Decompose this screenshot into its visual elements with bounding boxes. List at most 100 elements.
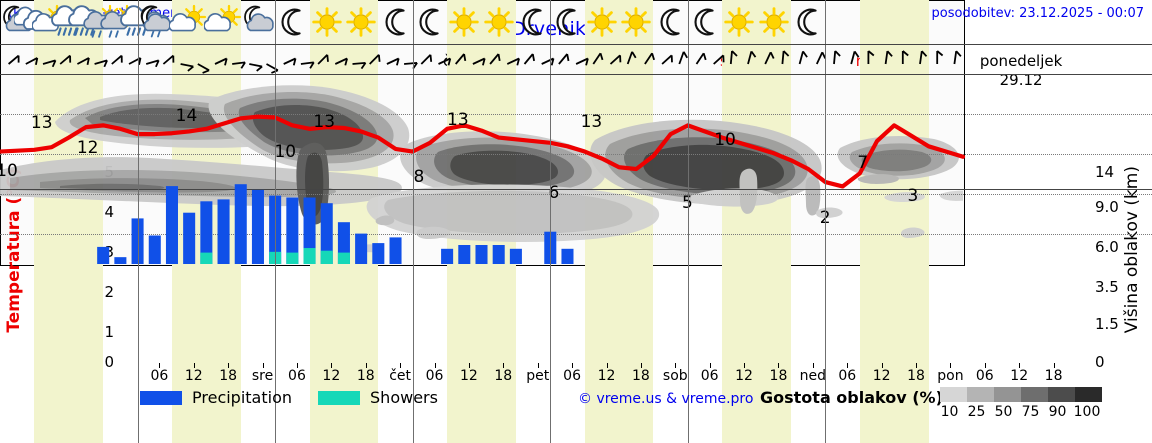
x-tick-label: 06 [563,368,582,384]
moon-icon [788,3,828,41]
x-tick-label: 18 [494,368,513,384]
cloud-density-level-label: 75 [1021,404,1040,420]
axis-tick-value: 14 [1095,163,1115,181]
weather-icon-band [0,0,1152,44]
x-tick-label: 18 [219,368,238,384]
axis-tick-value: 1.5 [1095,315,1119,333]
x-tick-mark [640,363,642,368]
x-tick-label: 18 [631,368,650,384]
wind-barb-band [0,44,1152,74]
temperature-value-label: 13 [580,112,603,132]
temperature-value-label: 5 [682,193,693,213]
temperature-value-label: 14 [175,106,198,126]
x-tick-label: 18 [356,368,375,384]
temperature-value-label: 13 [313,112,336,132]
x-tick-label: čet [389,368,412,384]
daylight-band [722,0,792,443]
sun-cloud-icon [203,3,244,41]
temperature-value-label: 8 [413,167,425,187]
x-tick-label: 06 [288,368,306,384]
x-tick-label: 06 [975,368,994,384]
axis-tick-value: 0 [1095,353,1105,371]
temperature-value-label: 7 [857,153,869,173]
x-tick-label: 06 [838,368,857,384]
x-tick-label: 12 [1010,368,1029,384]
x-tick-mark [434,363,436,368]
temperature-value-label: 13 [447,110,469,130]
x-tick-label: pon [937,368,964,384]
cloud-density-swatch [940,387,967,402]
x-tick-mark [537,363,539,368]
moon-icon [376,3,416,41]
day-separator [275,0,277,443]
precipitation-legend-label: Precipitation [192,388,293,407]
x-tick-mark [984,363,986,368]
x-tick-mark [159,363,161,368]
x-tick-mark [1053,363,1055,368]
axis-tick-value: 9.0 [1095,198,1119,216]
x-tick-label: 12 [184,368,203,384]
sun-icon [719,3,759,41]
day-separator [137,0,139,443]
x-tick-mark [675,363,677,368]
x-tick-label: 12 [735,368,753,384]
sun-icon [444,3,484,41]
daylight-band [34,0,104,443]
x-tick-label: sre [251,368,274,384]
x-tick-mark [400,363,402,368]
day-separator [825,0,827,443]
x-tick-mark [847,363,849,368]
site-credit[interactable]: © vreme.us & vreme.pro [578,391,754,407]
x-axis-tick-labels: 06 12 18 sre 06 12 18 čet 06 12 18 pet 06 12 18 sob 06 12… [125,363,1090,384]
axis-tick-value: 6.0 [1095,238,1119,256]
cloud-density-swatch [1075,387,1102,402]
sun-icon [754,3,794,41]
x-tick-mark [572,363,574,368]
cloud-density-level-label: 100 [1073,404,1101,420]
band-divider [0,74,1152,75]
moon-icon [651,3,691,41]
x-tick-label: pet [526,368,550,384]
sun-icon [341,3,381,41]
axis-rule [0,189,1152,190]
sun-cloud-icon [169,3,209,41]
temperature-value-label: 13 [30,113,53,133]
cloud-density-level-label: 90 [1048,404,1067,420]
temperature-value-label: 12 [76,138,99,158]
day-name: ponedeljek [979,52,1063,70]
cloud-density-swatch [967,387,994,402]
graph-area: 101312141013813613510273 [0,74,1152,443]
cloud-density-swatch [1048,387,1075,402]
axis-tick-value: 3.5 [1095,278,1119,296]
showers-swatch [318,390,361,405]
cloud-density-scale-labels: 10 25 50 75 90 100 [936,404,1136,420]
x-tick-label: 18 [769,368,788,384]
temperature-value-label: 10 [274,142,297,162]
axis-tick-value: 2 [104,283,114,301]
axis-tick-value: 4 [104,203,114,221]
x-tick-mark [296,363,298,368]
sun-icon [307,3,347,41]
gridline [0,194,1152,196]
x-tick-mark [744,363,746,368]
x-tick-mark [193,363,195,368]
day-header-ponedeljek: ponedeljek 29.12 [952,52,1090,94]
temperature-curve-svg [0,114,966,264]
x-tick-mark [709,363,711,368]
x-tick-mark [812,363,814,368]
x-tick-label: 12 [872,368,891,384]
precipitation-bars [97,184,574,264]
axis-tick-value: 3 [104,243,114,261]
x-tick-mark [916,363,918,368]
x-tick-mark [503,363,505,368]
axis-tick-value: 1 [104,323,114,341]
x-tick-label: 06 [150,368,169,384]
temperature-value-label: 3 [907,186,919,206]
moon-icon [272,3,312,41]
cloud-density-level-label: 10 [940,404,959,420]
cloud-density-level-label: 25 [967,404,986,420]
moon-cloud-icon [238,3,278,41]
cloud-density-swatch [994,387,1021,402]
x-tick-mark [950,363,952,368]
